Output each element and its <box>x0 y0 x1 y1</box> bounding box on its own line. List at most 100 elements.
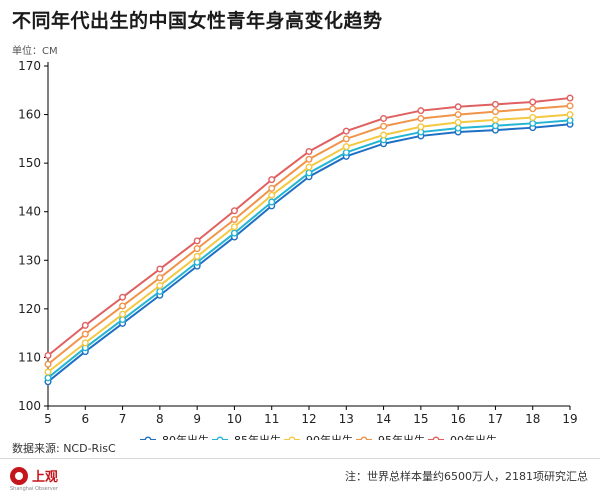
data-point <box>380 131 388 139</box>
data-point <box>491 108 499 116</box>
data-point <box>268 184 276 192</box>
data-point <box>81 330 89 338</box>
x-tick-label: 17 <box>488 412 503 426</box>
series-3 <box>44 102 574 368</box>
data-point <box>529 119 537 127</box>
x-tick-label: 6 <box>81 412 89 426</box>
x-tick-label: 16 <box>451 412 466 426</box>
data-point <box>417 123 425 131</box>
data-point <box>44 360 52 368</box>
data-point <box>380 114 388 122</box>
data-point <box>230 207 238 215</box>
x-tick-label: 8 <box>156 412 164 426</box>
data-point <box>454 124 462 132</box>
legend-label: 80年出生 <box>162 433 209 440</box>
data-point <box>156 274 164 282</box>
data-point <box>491 116 499 124</box>
chart-legend: 80年出生 85年出生 90年出生 95年出生 00年出生 <box>140 433 497 440</box>
data-point <box>81 339 89 347</box>
footnote: 注：世界总样本量约6500万人，2181项研究汇总 <box>345 470 588 483</box>
series-2 <box>44 111 574 376</box>
series-1 <box>44 116 574 382</box>
data-point <box>342 148 350 156</box>
x-tick-label: 7 <box>119 412 127 426</box>
legend-marker <box>360 436 368 440</box>
x-tick-label: 11 <box>264 412 279 426</box>
legend-marker <box>432 436 440 440</box>
x-tick-label: 10 <box>227 412 242 426</box>
data-point <box>44 368 52 376</box>
x-tick-label: 5 <box>44 412 52 426</box>
logo-text: 上观 <box>32 470 59 485</box>
logo-subtitle: Shanghai Observer <box>10 486 58 492</box>
y-tick-label: 100 <box>18 399 41 413</box>
data-point <box>491 122 499 130</box>
data-point <box>305 147 313 155</box>
legend-label: 95年出生 <box>378 433 425 440</box>
x-tick-label: 19 <box>562 412 577 426</box>
data-point <box>156 287 164 295</box>
data-point <box>193 237 201 245</box>
data-point <box>156 265 164 273</box>
x-tick-label: 15 <box>413 412 428 426</box>
brand-logo: 上观 <box>10 466 58 485</box>
data-point <box>380 122 388 130</box>
data-point <box>156 282 164 290</box>
legend-marker <box>216 436 224 440</box>
data-point <box>230 223 238 231</box>
data-point <box>44 351 52 359</box>
data-point <box>342 135 350 143</box>
chart-title: 不同年代出生的中国女性青年身高变化趋势 <box>12 10 383 32</box>
legend-label: 85年出生 <box>234 433 281 440</box>
data-point <box>193 252 201 260</box>
data-point <box>454 118 462 126</box>
data-point <box>268 176 276 184</box>
legend-item-0: 80年出生 <box>140 433 209 440</box>
x-tick-label: 13 <box>339 412 354 426</box>
data-point <box>305 155 313 163</box>
x-tick-label: 12 <box>301 412 316 426</box>
y-tick-label: 170 <box>18 59 41 73</box>
data-point <box>491 100 499 108</box>
data-point <box>81 321 89 329</box>
x-tick-label: 14 <box>376 412 391 426</box>
data-point <box>566 94 574 102</box>
data-point <box>342 127 350 135</box>
unit-label: 单位：CM <box>12 46 58 57</box>
data-point <box>566 111 574 119</box>
data-point <box>119 302 127 310</box>
data-point <box>230 215 238 223</box>
chart-axes: 100 110 120 130 140 150 160 170 5 6 7 8 9 10 11 12 13 14 1… <box>18 59 578 426</box>
series-4 <box>44 94 574 359</box>
data-source: 数据来源: NCD-RisC <box>12 442 116 455</box>
x-tick-label: 18 <box>525 412 540 426</box>
legend-marker <box>144 436 152 440</box>
data-point <box>417 107 425 115</box>
y-tick-label: 130 <box>18 253 41 267</box>
data-point <box>305 163 313 171</box>
line-chart: 100 110 120 130 140 150 160 170 5 6 7 8 9 10 11 12 13 14 1… <box>18 59 578 440</box>
legend-marker <box>288 436 296 440</box>
data-point <box>529 105 537 113</box>
data-point <box>342 143 350 151</box>
data-point <box>230 229 238 237</box>
data-point <box>268 191 276 199</box>
series-line <box>47 123 571 383</box>
data-point <box>44 374 52 382</box>
legend-item-3: 95年出生 <box>356 433 425 440</box>
legend-label: 90年出生 <box>306 433 353 440</box>
data-point <box>566 102 574 110</box>
data-point <box>454 103 462 111</box>
x-tick-label: 9 <box>193 412 201 426</box>
data-point <box>529 98 537 106</box>
data-point <box>305 169 313 177</box>
chart-series <box>44 94 574 386</box>
legend-label: 00年出生 <box>450 433 497 440</box>
y-tick-label: 140 <box>18 205 41 219</box>
data-point <box>566 116 574 124</box>
series-line <box>47 104 571 366</box>
legend-item-4: 00年出生 <box>428 433 497 440</box>
legend-item-1: 85年出生 <box>212 433 281 440</box>
data-point <box>454 111 462 119</box>
data-point <box>193 245 201 253</box>
